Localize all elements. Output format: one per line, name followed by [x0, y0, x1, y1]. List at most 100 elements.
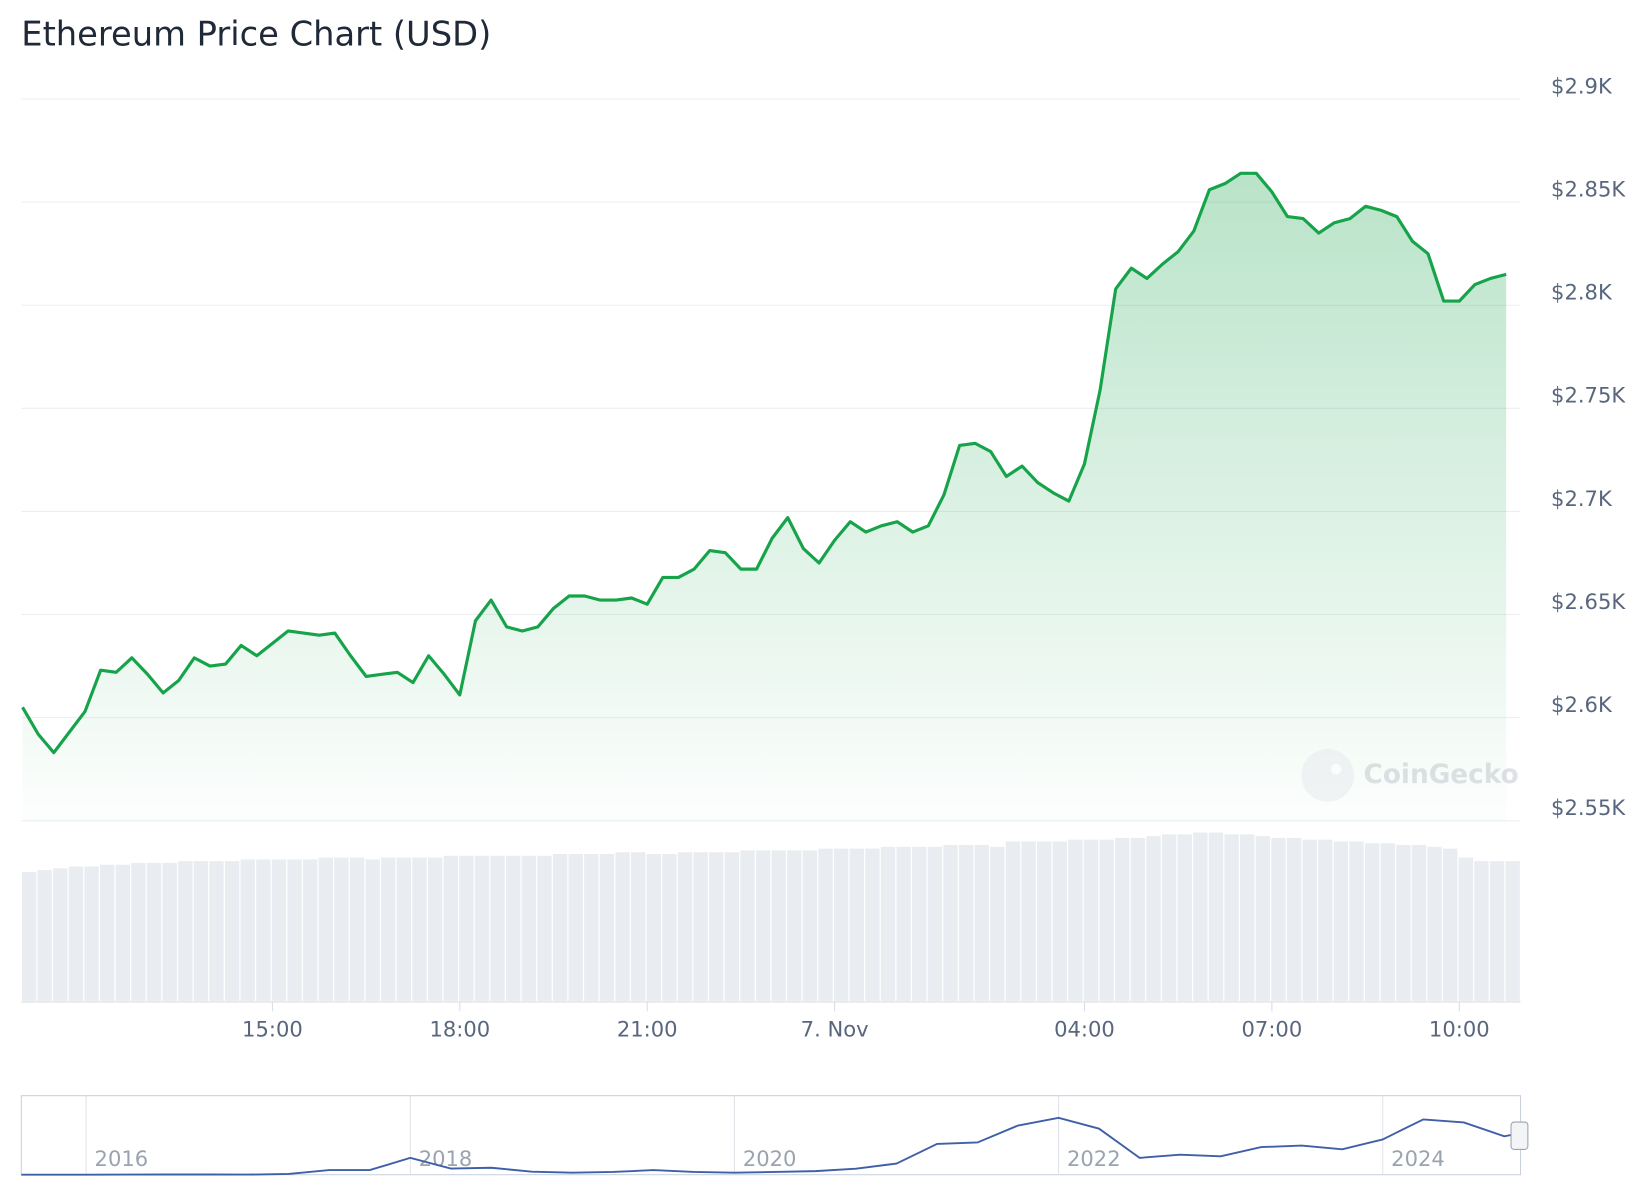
volume-bar	[84, 866, 99, 1001]
volume-bar	[1146, 836, 1161, 1001]
volume-bar	[1099, 839, 1114, 1001]
volume-bar	[677, 852, 693, 1001]
y-tick-label: $2.6K	[1551, 692, 1613, 717]
volume-bar	[1333, 841, 1349, 1001]
volume-bar	[1443, 848, 1458, 1001]
volume-bar	[240, 859, 255, 1001]
volume-bar	[1068, 839, 1083, 1001]
x-tick-label: 07:00	[1242, 1016, 1303, 1041]
y-tick-label: $2.75K	[1551, 383, 1626, 408]
y-tick-label: $2.9K	[1551, 73, 1613, 98]
volume-bar	[1161, 834, 1177, 1001]
volume-bar	[1318, 839, 1333, 1001]
volume-bar	[834, 848, 849, 1001]
volume-bar	[287, 859, 302, 1001]
navigator-tick-label: 2016	[95, 1146, 149, 1171]
volume-bar	[1208, 832, 1224, 1001]
volume-bar	[1271, 837, 1286, 1001]
volume-bar	[334, 857, 349, 1001]
volume-bar	[396, 857, 412, 1001]
y-tick-label: $2.65K	[1551, 589, 1626, 614]
volume-bar	[787, 850, 802, 1001]
volume-bar	[162, 862, 177, 1001]
chart-title: Ethereum Price Chart (USD)	[21, 14, 491, 53]
x-tick-label: 10:00	[1429, 1016, 1490, 1041]
area-fill	[22, 173, 1507, 821]
volume-bar	[1193, 832, 1208, 1001]
volume-bar	[537, 855, 552, 1001]
x-tick-label: 15:00	[242, 1016, 303, 1041]
watermark: CoinGecko	[1301, 749, 1519, 802]
volume-bar	[912, 846, 927, 1001]
volume-bar	[771, 850, 786, 1001]
y-tick-label: $2.8K	[1551, 280, 1613, 305]
watermark-logo	[1301, 749, 1355, 802]
volume-bar	[615, 852, 630, 1001]
volume-bar	[474, 855, 490, 1001]
volume-bar	[412, 857, 427, 1001]
volume-bar	[303, 859, 318, 1001]
volume-bar	[1489, 861, 1505, 1001]
volume-bar	[459, 855, 474, 1001]
navigator-tick-label: 2022	[1067, 1146, 1121, 1171]
volume-bar	[1177, 834, 1192, 1001]
volume-bar	[1302, 839, 1317, 1001]
volume-bar	[849, 848, 864, 1001]
volume-bar	[1005, 841, 1021, 1001]
x-tick-label: 7. Nov	[801, 1016, 869, 1041]
volume-bar	[943, 845, 958, 1001]
volume-bar	[209, 861, 224, 1001]
volume-bar	[146, 862, 162, 1001]
volume-bar	[1255, 836, 1271, 1001]
volume-bar	[1130, 837, 1146, 1001]
y-tick-label: $2.7K	[1551, 486, 1613, 511]
volume-bar	[1411, 845, 1427, 1001]
navigator-line	[21, 1116, 1521, 1176]
volume-bar	[521, 855, 537, 1001]
volume-bar	[755, 850, 771, 1001]
volume-bar	[21, 871, 37, 1001]
volume-bar	[552, 854, 568, 1001]
volume-bar	[802, 850, 818, 1001]
volume-bar	[709, 852, 724, 1001]
volume-bar	[365, 859, 380, 1001]
volume-bar	[896, 846, 911, 1001]
volume-bar	[1083, 839, 1099, 1001]
volume-bar	[318, 857, 334, 1001]
x-tick-label: 04:00	[1054, 1016, 1115, 1041]
volume-bar	[131, 862, 146, 1001]
volume-bar	[37, 870, 52, 1001]
volume-bar	[1052, 841, 1067, 1001]
volume-bar	[443, 855, 458, 1001]
volume-bar	[427, 857, 443, 1001]
y-tick-label: $2.85K	[1551, 177, 1626, 202]
volume-bar	[271, 859, 287, 1001]
volume-bar	[178, 861, 193, 1001]
volume-bar	[1380, 843, 1395, 1001]
volume-bar	[1240, 834, 1255, 1001]
volume-bar	[193, 861, 209, 1001]
watermark-logo-eye	[1330, 763, 1342, 775]
volume-bar	[724, 852, 740, 1001]
volume-bar	[1396, 845, 1411, 1001]
volume-bar	[1364, 843, 1380, 1001]
volume-bar	[927, 846, 943, 1001]
y-tick-label: $2.55K	[1551, 795, 1626, 820]
volume-bar	[1224, 834, 1239, 1001]
navigator-tick-label: 2020	[743, 1146, 797, 1171]
volume-bar	[1037, 841, 1052, 1001]
volume-bar	[958, 845, 974, 1001]
volume-bar	[381, 857, 396, 1001]
volume-bar	[974, 845, 989, 1001]
volume-bar	[1021, 841, 1036, 1001]
volume-bar	[1115, 837, 1130, 1001]
volume-bar	[880, 846, 896, 1001]
volume-bar	[584, 854, 599, 1001]
volume-bar	[1505, 861, 1520, 1001]
volume-bar	[568, 854, 583, 1001]
navigator-handle[interactable]	[1510, 1121, 1529, 1150]
volume-bar	[1349, 841, 1364, 1001]
volume-bar	[53, 868, 68, 1001]
volume-bar	[506, 855, 521, 1001]
